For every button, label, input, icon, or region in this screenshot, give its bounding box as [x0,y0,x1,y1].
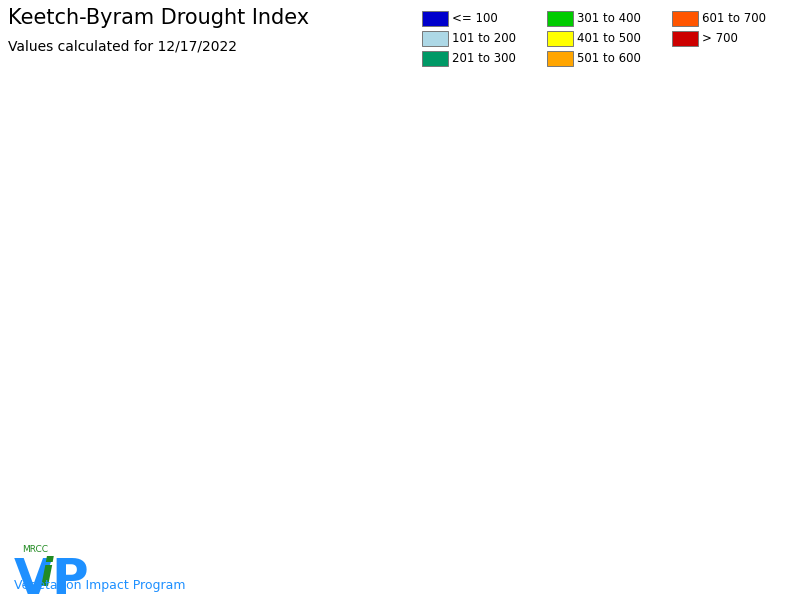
Text: 501 to 600: 501 to 600 [577,52,641,65]
Text: V: V [14,556,53,600]
Text: 301 to 400: 301 to 400 [577,12,641,25]
Bar [547,11,573,26]
Text: <= 100: <= 100 [452,12,498,25]
Text: 401 to 500: 401 to 500 [577,32,641,45]
Bar [672,11,698,26]
Text: 601 to 700: 601 to 700 [702,12,766,25]
Text: Vegetation Impact Program: Vegetation Impact Program [14,579,186,592]
Text: Keetch-Byram Drought Index: Keetch-Byram Drought Index [8,8,309,28]
Text: 101 to 200: 101 to 200 [452,32,516,45]
Bar [422,31,448,46]
Bar [547,31,573,46]
Bar [422,11,448,26]
Text: MRCC: MRCC [22,545,48,554]
Bar [422,51,448,66]
Text: 201 to 300: 201 to 300 [452,52,516,65]
Bar [672,31,698,46]
Bar [547,51,573,66]
Text: i: i [40,556,54,594]
Text: Values calculated for 12/17/2022: Values calculated for 12/17/2022 [8,39,237,53]
Text: > 700: > 700 [702,32,738,45]
Text: P: P [51,556,88,600]
